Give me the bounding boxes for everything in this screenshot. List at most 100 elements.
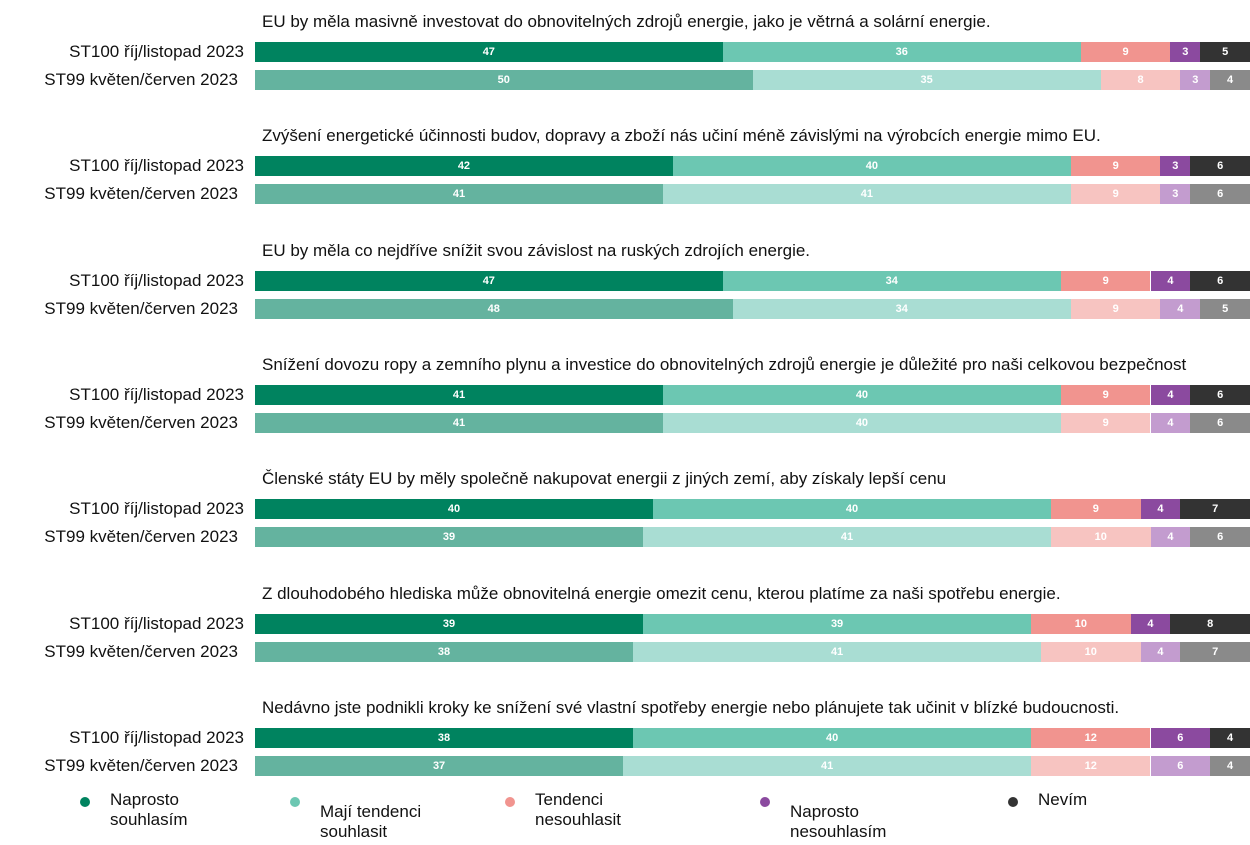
bar-segment: 7: [1180, 641, 1250, 662]
bar-segment: 4: [1210, 755, 1250, 776]
group-title: EU by měla co nejdříve snížit svou závis…: [262, 240, 811, 260]
group-title: Z dlouhodobého hlediska může obnovitelná…: [262, 583, 1061, 603]
legend-marker: [1008, 797, 1018, 807]
bar-segment: 40: [255, 499, 653, 520]
bar-segment: 3: [1180, 70, 1211, 90]
bar-segment: 5: [1200, 42, 1250, 62]
bar-segment: 47: [255, 270, 723, 291]
bar-segment: 9: [1060, 412, 1151, 433]
bar-segment: 9: [1080, 42, 1171, 62]
bar-segment: 39: [255, 527, 644, 548]
bar-segment: 41: [623, 755, 1032, 776]
bar-segment: 50: [255, 70, 753, 90]
row-label: ST99 květen/červen 2023: [44, 70, 238, 89]
bar-segment: 4: [1140, 499, 1181, 520]
bar-segment: 3: [1170, 42, 1201, 62]
row-label: ST100 říj/listopad 2023: [69, 384, 244, 404]
bar-segment: 6: [1190, 412, 1250, 433]
group-title: EU by měla masivně investovat do obnovit…: [262, 12, 991, 31]
row-label: ST100 říj/listopad 2023: [69, 613, 244, 633]
bar-segment: 10: [1041, 641, 1141, 662]
bar-segment: 6: [1190, 184, 1250, 205]
row-label: ST99 květen/červen 2023: [44, 641, 238, 661]
bar-segment: 39: [255, 613, 644, 634]
bar-segment: 41: [255, 412, 663, 433]
bar-segment: 4: [1150, 270, 1191, 291]
group-title: Nedávno jste podnikli kroky ke snížení s…: [262, 697, 1120, 717]
group-title: Snížení dovozu ropy a zemního plynu a in…: [262, 354, 1187, 374]
bar-segment: 6: [1190, 384, 1250, 405]
bar-segment: 9: [1070, 156, 1161, 177]
bar-segment: 37: [255, 755, 624, 776]
bar-segment: 48: [255, 298, 733, 319]
row-label: ST99 květen/červen 2023: [44, 298, 238, 318]
bar-segment: 41: [255, 384, 663, 405]
legend-label: Naprosto souhlasím: [110, 790, 188, 829]
row-label: ST100 říj/listopad 2023: [69, 727, 244, 747]
bar-segment: 9: [1070, 184, 1161, 205]
bar-segment: 5: [1200, 298, 1250, 319]
bar-segment: 8: [1100, 70, 1181, 90]
row-label: ST99 květen/červen 2023: [44, 412, 238, 432]
bar-segment: 36: [722, 42, 1081, 62]
bar-segment: 6: [1150, 727, 1211, 748]
legend-marker: [760, 797, 770, 807]
bar-segment: 41: [662, 184, 1071, 205]
bar-segment: 42: [255, 156, 673, 177]
bar-segment: 10: [1031, 613, 1131, 634]
bar-segment: 4: [1210, 727, 1250, 748]
bar-segment: 4: [1160, 298, 1201, 319]
bar-segment: 12: [1031, 727, 1151, 748]
bar-segment: 6: [1190, 270, 1250, 291]
bar-segment: 38: [255, 727, 634, 748]
bar-segment: 47: [255, 42, 723, 62]
bar-segment: 10: [1051, 527, 1151, 548]
row-label: ST100 říj/listopad 2023: [69, 499, 244, 519]
bar-segment: 34: [722, 270, 1061, 291]
legend-marker: [505, 797, 515, 807]
bar-segment: 4: [1150, 412, 1191, 433]
legend-label: Nevím: [1038, 790, 1088, 809]
bar-segment: 7: [1180, 499, 1250, 520]
bar-segment: 8: [1170, 613, 1250, 634]
group-title: Zvýšení energetické účinnosti budov, dop…: [262, 126, 1101, 146]
bar-segment: 6: [1190, 156, 1250, 177]
bar-segment: 9: [1060, 270, 1151, 291]
bar-segment: 12: [1031, 755, 1151, 776]
bar-segment: 35: [752, 70, 1101, 90]
bar-segment: 4: [1130, 613, 1171, 634]
bar-segment: 40: [662, 384, 1061, 405]
row-label: ST100 říj/listopad 2023: [69, 42, 244, 61]
legend-label: Naprosto nesouhlasím: [790, 802, 887, 841]
legend-label: Tendenci nesouhlasit: [535, 790, 622, 829]
bar-segment: 40: [672, 156, 1071, 177]
bar-segment: 4: [1150, 384, 1191, 405]
bar-segment: 4: [1140, 641, 1181, 662]
row-label: ST99 květen/červen 2023: [44, 755, 238, 775]
bar-segment: 9: [1051, 499, 1141, 520]
bar-segment: 40: [662, 412, 1061, 433]
bar-segment: 38: [255, 641, 634, 662]
bar-segment: 39: [643, 613, 1032, 634]
legend-marker: [290, 797, 300, 807]
bar-segment: 3: [1160, 156, 1191, 177]
row-label: ST99 květen/červen 2023: [44, 527, 238, 547]
bar-segment: 9: [1060, 384, 1151, 405]
bar-segment: 4: [1210, 70, 1250, 90]
bar-segment: 6: [1150, 755, 1211, 776]
bar-segment: 41: [633, 641, 1042, 662]
legend-label: Mají tendenci souhlasit: [320, 802, 422, 841]
bar-segment: 9: [1070, 298, 1161, 319]
bar-segment: 41: [643, 527, 1051, 548]
bar-segment: 6: [1190, 527, 1250, 548]
legend-marker: [80, 797, 90, 807]
bar-segment: 4: [1150, 527, 1191, 548]
row-label: ST100 říj/listopad 2023: [69, 270, 244, 290]
bar-segment: 40: [653, 499, 1051, 520]
row-label: ST100 říj/listopad 2023: [69, 156, 244, 176]
bar-segment: 3: [1160, 184, 1191, 205]
bar-segment: 34: [732, 298, 1071, 319]
bar-segment: 40: [633, 727, 1032, 748]
group-title: Členské státy EU by měly společně nakupo…: [262, 469, 947, 489]
